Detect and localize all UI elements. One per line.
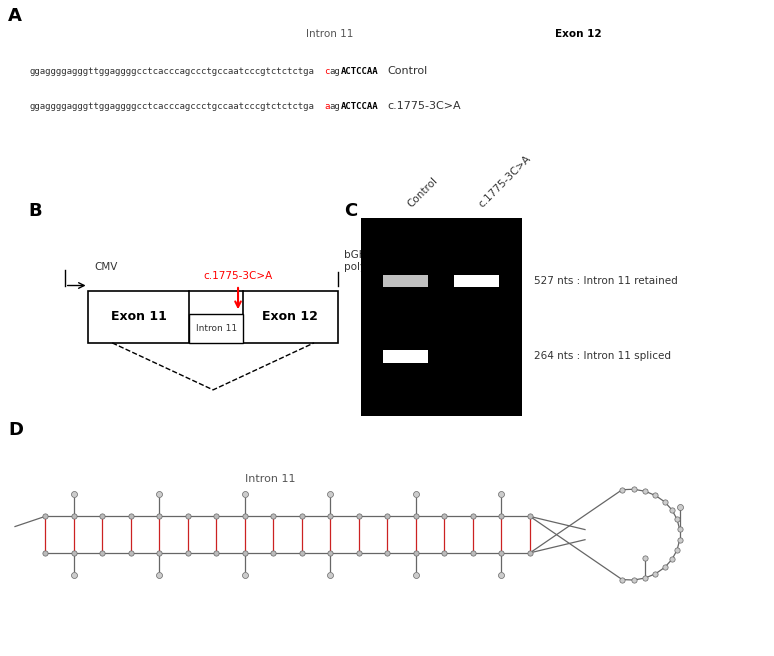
Text: A: A	[8, 7, 22, 26]
Text: ggaggggagggttggaggggcctcacccagccctgccaatcccgtctctctga: ggaggggagggttggaggggcctcacccagccctgccaat…	[30, 67, 315, 76]
Text: Intron 11: Intron 11	[245, 474, 295, 484]
Text: ACTCCAA: ACTCCAA	[341, 102, 378, 111]
Bar	[88, 291, 190, 343]
Text: ACTCCAA: ACTCCAA	[341, 67, 378, 76]
Bar	[361, 218, 522, 416]
Text: c.1775-3C>A: c.1775-3C>A	[204, 271, 272, 281]
Text: Intron 11: Intron 11	[196, 324, 237, 333]
Text: ag: ag	[330, 67, 341, 76]
Text: Exon 11: Exon 11	[111, 310, 167, 323]
Text: D: D	[8, 421, 23, 440]
Bar	[190, 314, 243, 343]
Text: c.1775-3C>A: c.1775-3C>A	[477, 154, 533, 209]
Text: bGH
polyA: bGH polyA	[344, 251, 373, 272]
Bar	[454, 275, 499, 287]
Text: a: a	[324, 102, 330, 111]
Bar	[243, 291, 337, 343]
Bar	[383, 350, 429, 363]
Text: ag: ag	[330, 102, 341, 111]
Text: CMV: CMV	[94, 262, 118, 272]
Bar	[383, 275, 429, 287]
Text: Control: Control	[388, 66, 428, 76]
Text: C: C	[344, 202, 358, 220]
Text: Exon 12: Exon 12	[555, 30, 601, 39]
Text: 527 nts : Intron 11 retained: 527 nts : Intron 11 retained	[534, 276, 678, 286]
Text: B: B	[28, 202, 42, 220]
Text: ggaggggagggttggaggggcctcacccagccctgccaatcccgtctctctga: ggaggggagggttggaggggcctcacccagccctgccaat…	[30, 102, 315, 111]
Text: 264 nts : Intron 11 spliced: 264 nts : Intron 11 spliced	[534, 352, 671, 361]
Text: c.1775-3C>A: c.1775-3C>A	[388, 102, 461, 112]
Text: c: c	[324, 67, 330, 76]
Text: Intron 11: Intron 11	[307, 30, 354, 39]
Text: Control: Control	[406, 175, 440, 209]
Text: Exon 12: Exon 12	[262, 310, 318, 323]
